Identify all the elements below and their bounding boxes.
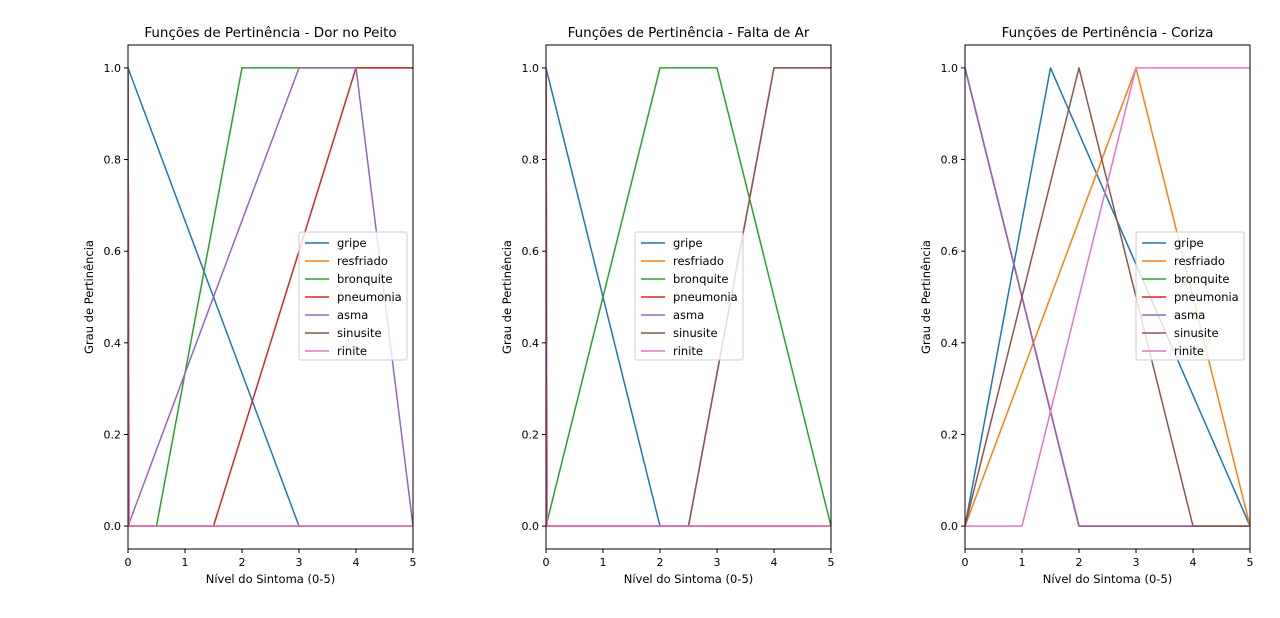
legend-label-pneumonia: pneumonia bbox=[337, 290, 402, 304]
y-tick-label: 0.2 bbox=[104, 428, 122, 441]
y-tick-label: 0.8 bbox=[104, 154, 122, 167]
legend-label-rinite: rinite bbox=[337, 344, 367, 358]
y-tick-label: 0.0 bbox=[104, 520, 122, 533]
legend-box bbox=[298, 231, 408, 361]
legend-label-sinusite: sinusite bbox=[337, 326, 382, 340]
x-tick-label: 0 bbox=[962, 556, 969, 569]
legend-label-pneumonia: pneumonia bbox=[1174, 290, 1239, 304]
x-tick-label: 2 bbox=[239, 556, 246, 569]
legend-label-sinusite: sinusite bbox=[673, 326, 718, 340]
legend-label-pneumonia: pneumonia bbox=[673, 290, 738, 304]
x-tick-label: 4 bbox=[1190, 556, 1197, 569]
legend-label-bronquite: bronquite bbox=[1174, 272, 1229, 286]
x-axis-label: Nível do Sintoma (0-5) bbox=[1043, 572, 1173, 586]
legend-label-rinite: rinite bbox=[673, 344, 703, 358]
y-tick-label: 1.0 bbox=[941, 62, 959, 75]
chart-panel-1: 0 1 2 3 4 5 0.0 0.2 0.4 0.6 0.8 1.0 Funções de Perti… bbox=[82, 25, 417, 586]
legend-label-resfriado: resfriado bbox=[337, 254, 388, 268]
legend-label-resfriado: resfriado bbox=[1174, 254, 1225, 268]
y-tick-label: 0.4 bbox=[941, 337, 959, 350]
legend-label-asma: asma bbox=[337, 308, 368, 322]
chart-title: Funções de Pertinência - Coriza bbox=[1002, 25, 1214, 41]
y-tick-label: 0.6 bbox=[522, 245, 540, 258]
plot-frame bbox=[545, 44, 832, 550]
x-tick-label: 5 bbox=[1247, 556, 1254, 569]
legend: gripe resfriado bronquite pneumonia asma sinu… bbox=[1135, 231, 1245, 361]
legend-label-gripe: gripe bbox=[337, 236, 367, 250]
y-tick-label: 0.6 bbox=[104, 245, 122, 258]
x-tick-label: 5 bbox=[828, 556, 835, 569]
y-tick-label: 0.8 bbox=[522, 154, 540, 167]
y-tick-label: 0.8 bbox=[941, 154, 959, 167]
y-tick-label: 1.0 bbox=[104, 62, 122, 75]
legend-box bbox=[634, 231, 744, 361]
y-tick-label: 0.4 bbox=[522, 337, 540, 350]
x-tick-label: 0 bbox=[125, 556, 132, 569]
chart-panel-3: 0 1 2 3 4 5 0.0 0.2 0.4 0.6 0.8 1.0 Funções de Perti… bbox=[919, 25, 1254, 586]
x-tick-label: 1 bbox=[600, 556, 607, 569]
y-tick-label: 0.0 bbox=[522, 520, 540, 533]
chart-title: Funções de Pertinência - Dor no Peito bbox=[144, 25, 396, 41]
legend-label-asma: asma bbox=[673, 308, 704, 322]
x-tick-label: 1 bbox=[1019, 556, 1026, 569]
x-tick-label: 2 bbox=[1076, 556, 1083, 569]
x-tick-label: 2 bbox=[657, 556, 664, 569]
y-tick-label: 0.2 bbox=[941, 428, 959, 441]
plot-frame bbox=[127, 44, 414, 550]
x-tick-label: 1 bbox=[182, 556, 189, 569]
legend-label-bronquite: bronquite bbox=[673, 272, 728, 286]
x-tick-label: 5 bbox=[410, 556, 417, 569]
legend-label-bronquite: bronquite bbox=[337, 272, 392, 286]
x-axis-label: Nível do Sintoma (0-5) bbox=[624, 572, 754, 586]
y-tick-label: 1.0 bbox=[522, 62, 540, 75]
x-tick-label: 3 bbox=[296, 556, 303, 569]
y-tick-label: 0.2 bbox=[522, 428, 540, 441]
x-tick-label: 3 bbox=[714, 556, 721, 569]
legend-label-gripe: gripe bbox=[1174, 236, 1204, 250]
y-tick-label: 0.0 bbox=[941, 520, 959, 533]
chart-title: Funções de Pertinência - Falta de Ar bbox=[568, 25, 810, 41]
legend-label-rinite: rinite bbox=[1174, 344, 1204, 358]
legend-box bbox=[1135, 231, 1245, 361]
series-line-bronquite bbox=[546, 67, 831, 527]
series-line-rinite bbox=[965, 67, 1250, 527]
x-axis-label: Nível do Sintoma (0-5) bbox=[206, 572, 336, 586]
x-tick-label: 4 bbox=[771, 556, 778, 569]
y-axis-label: Grau de Pertinência bbox=[82, 240, 96, 354]
y-axis-label: Grau de Pertinência bbox=[919, 240, 933, 354]
legend-label-resfriado: resfriado bbox=[673, 254, 724, 268]
plot-frame bbox=[964, 44, 1251, 550]
chart-panel-2: 0 1 2 3 4 5 0.0 0.2 0.4 0.6 0.8 1.0 Funções de Perti… bbox=[500, 25, 835, 586]
y-tick-label: 0.4 bbox=[104, 337, 122, 350]
x-tick-label: 4 bbox=[353, 556, 360, 569]
y-tick-label: 0.6 bbox=[941, 245, 959, 258]
legend-label-gripe: gripe bbox=[673, 236, 703, 250]
legend-label-sinusite: sinusite bbox=[1174, 326, 1219, 340]
series-line-gripe bbox=[965, 67, 1250, 527]
legend-label-asma: asma bbox=[1174, 308, 1205, 322]
legend: gripe resfriado bronquite pneumonia asma sinu… bbox=[634, 231, 744, 361]
y-axis-label: Grau de Pertinência bbox=[500, 240, 514, 354]
x-tick-label: 0 bbox=[543, 556, 550, 569]
x-tick-label: 3 bbox=[1133, 556, 1140, 569]
legend: gripe resfriado bronquite pneumonia asma sinu… bbox=[298, 231, 408, 361]
